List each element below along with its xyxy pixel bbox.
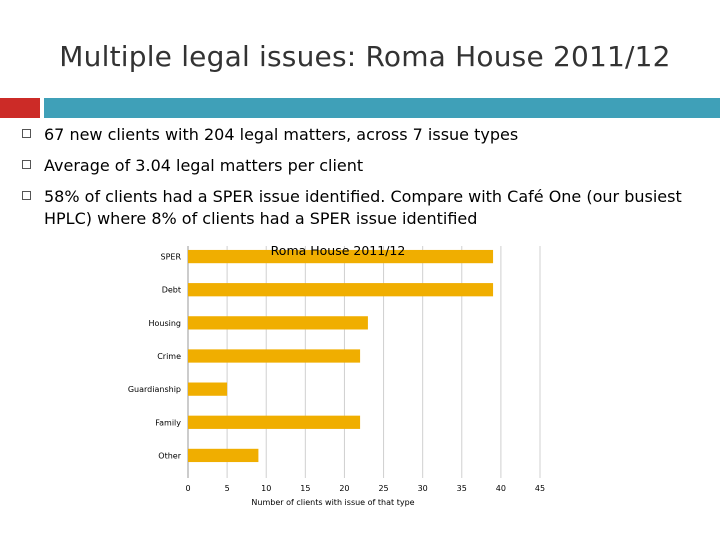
bullet-text: Average of 3.04 legal matters per client (44, 156, 364, 175)
category-label: Family (155, 418, 181, 427)
title-rule-red (0, 98, 40, 118)
square-bullet-icon (22, 129, 31, 138)
x-tick-label: 20 (339, 484, 349, 493)
slide-title: Multiple legal issues: Roma House 2011/1… (59, 40, 671, 73)
x-axis-label: Number of clients with issue of that typ… (251, 498, 414, 507)
category-labels: SPER Debt Housing Crime Guardianship Family Ot… (128, 253, 182, 461)
bar-chart: SPER Debt Housing Crime Guardianship Family Ot… (128, 243, 545, 507)
x-tick-label: 45 (535, 484, 545, 493)
bullet-text: 58% of clients had a SPER issue identifi… (44, 187, 682, 228)
x-tick-label: 35 (457, 484, 467, 493)
bar (188, 349, 361, 363)
square-bullet-icon (22, 160, 31, 169)
x-tick-label: 25 (378, 484, 388, 493)
category-label: SPER (160, 253, 181, 262)
x-tick-label: 15 (300, 484, 310, 493)
x-tick-label: 40 (496, 484, 506, 493)
bar (188, 249, 494, 264)
bullet-list: 67 new clients with 204 legal matters, a… (22, 124, 702, 239)
x-tick-labels: 0 5 10 15 20 25 30 35 40 45 (185, 484, 545, 493)
bar (188, 382, 228, 396)
bar (188, 448, 259, 463)
category-label: Other (158, 451, 181, 460)
bullet-item: 58% of clients had a SPER issue identifi… (22, 186, 702, 230)
category-label: Crime (157, 352, 181, 361)
chart-bars (188, 249, 494, 463)
bar (188, 283, 494, 297)
square-bullet-icon (22, 191, 31, 200)
chart-title: Roma House 2011/12 (271, 243, 406, 258)
chart-container: SPER Debt Housing Crime Guardianship Family Ot… (0, 238, 720, 540)
bullet-item: 67 new clients with 204 legal matters, a… (22, 124, 702, 146)
x-tick-label: 5 (225, 484, 230, 493)
bullet-item: Average of 3.04 legal matters per client (22, 155, 702, 177)
x-tick-label: 0 (185, 484, 190, 493)
category-label: Debt (162, 286, 181, 295)
x-tick-label: 30 (418, 484, 428, 493)
category-label: Housing (148, 319, 181, 328)
bar (188, 316, 368, 330)
category-label: Guardianship (128, 385, 181, 394)
x-tick-label: 10 (261, 484, 271, 493)
bullet-text: 67 new clients with 204 legal matters, a… (44, 125, 519, 144)
bar (188, 415, 361, 429)
title-rule-teal (44, 98, 720, 118)
